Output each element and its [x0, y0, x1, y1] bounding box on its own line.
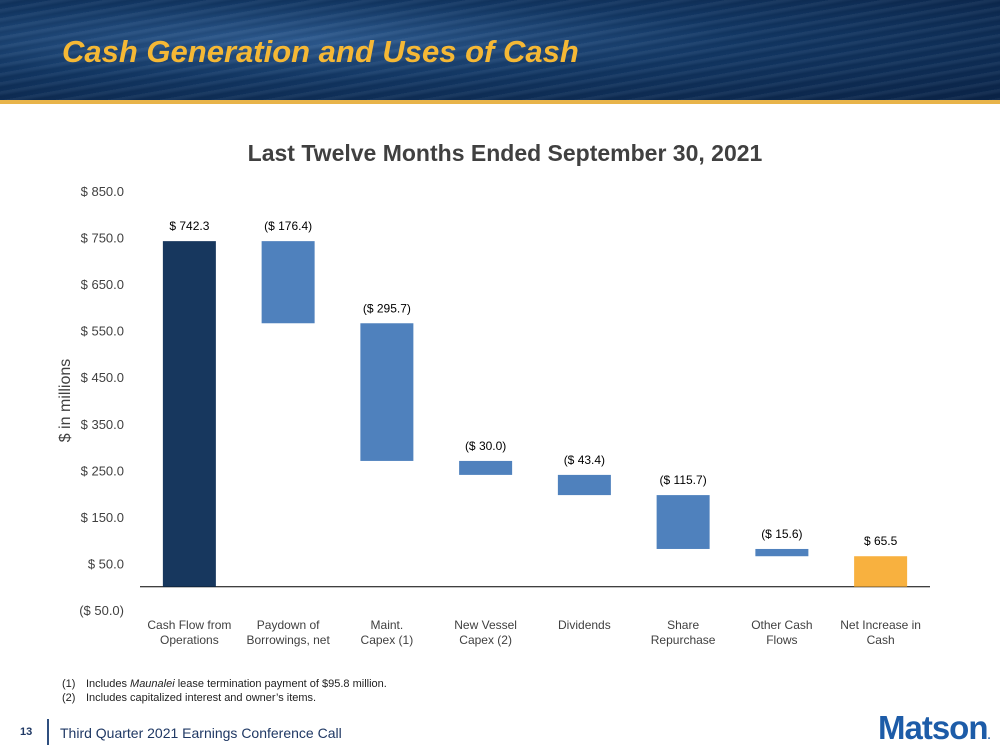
category-label-4: Capex (2) [459, 633, 512, 647]
footer-text: Third Quarter 2021 Earnings Conference C… [60, 725, 342, 741]
footnote-2: (2) Includes capitalized interest and own… [62, 692, 317, 704]
y-tick-label: $ 50.0 [88, 556, 124, 571]
bar-7 [755, 548, 809, 557]
y-tick-label: ($ 50.0) [79, 603, 124, 618]
category-label-7: Flows [766, 633, 797, 647]
footnote-1: (1) Includes Maunalei lease termination p… [62, 678, 387, 690]
data-label-2: ($ 176.4) [264, 219, 312, 233]
page-number: 13 [20, 726, 33, 738]
category-label-6: Repurchase [651, 633, 716, 647]
y-tick-label: $ 750.0 [81, 231, 124, 246]
category-label-3: Maint. [371, 618, 404, 632]
bar-2 [261, 241, 315, 324]
data-label-7: ($ 15.6) [761, 527, 802, 541]
category-label-2: Paydown of [257, 618, 320, 632]
bar-8 [854, 556, 908, 587]
data-label-4: ($ 30.0) [465, 439, 506, 453]
y-tick-label: $ 450.0 [81, 370, 124, 385]
bar-3 [360, 323, 414, 461]
y-tick-label: $ 650.0 [81, 277, 124, 292]
footer-divider [47, 719, 49, 745]
data-label-5: ($ 43.4) [564, 453, 605, 467]
matson-logo: Matson. [878, 709, 991, 746]
bar-4 [459, 460, 513, 475]
y-tick-label: $ 350.0 [81, 417, 124, 432]
category-label-3: Capex (1) [361, 633, 414, 647]
data-label-6: ($ 115.7) [660, 473, 707, 487]
category-label-7: Other Cash [751, 618, 812, 632]
bar-1 [162, 241, 216, 587]
header-divider [0, 100, 1000, 104]
category-label-1: Operations [160, 633, 219, 647]
category-label-5: Dividends [558, 618, 611, 632]
category-label-8: Cash [867, 633, 895, 647]
category-label-2: Borrowings, net [246, 633, 330, 647]
y-tick-label: $ 150.0 [81, 510, 124, 525]
footnotes: (1) Includes Maunalei lease termination p… [62, 677, 387, 705]
data-label-3: ($ 295.7) [363, 301, 411, 315]
bar-6 [656, 495, 710, 549]
y-axis-label: $ in millions [57, 359, 74, 443]
slide-title: Cash Generation and Uses of Cash [62, 34, 579, 69]
chart-title: Last Twelve Months Ended September 30, 2… [248, 140, 763, 166]
category-label-4: New Vessel [454, 618, 517, 632]
y-tick-label: $ 550.0 [81, 324, 124, 339]
data-label-1: $ 742.3 [169, 219, 209, 233]
data-label-8: $ 65.5 [864, 534, 898, 548]
category-label-8: Net Increase in [840, 618, 921, 632]
bar-5 [557, 474, 611, 496]
y-tick-label: $ 850.0 [81, 184, 124, 199]
category-label-6: Share [667, 618, 699, 632]
category-label-1: Cash Flow from [147, 618, 231, 632]
header-banner: Cash Generation and Uses of Cash [0, 0, 1000, 100]
y-tick-label: $ 250.0 [81, 463, 124, 478]
